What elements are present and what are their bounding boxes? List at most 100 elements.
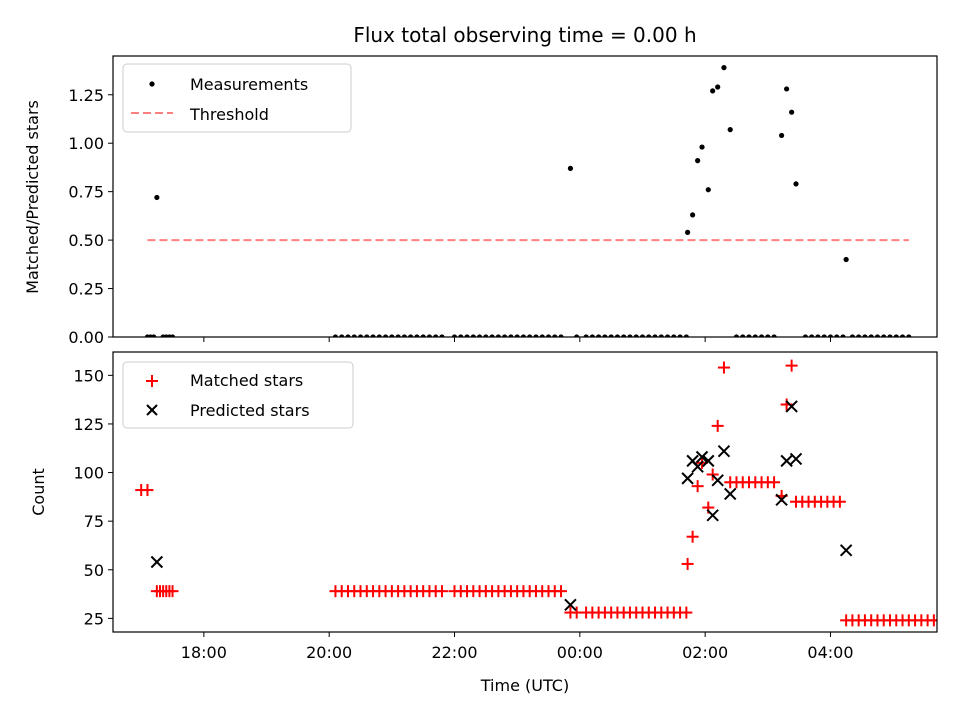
predicted-point-b bbox=[681, 472, 694, 485]
matched-point bbox=[927, 614, 937, 627]
measurement-point bbox=[621, 334, 627, 337]
measurement-point bbox=[154, 194, 160, 201]
measurement-point bbox=[752, 334, 758, 337]
bottom-y-tick-label: 125 bbox=[73, 415, 104, 434]
measurement-point bbox=[583, 334, 589, 337]
predicted-point-b bbox=[702, 454, 715, 468]
measurement-point bbox=[608, 334, 614, 337]
matched-point bbox=[555, 585, 568, 598]
legend-predicted-label: Predicted stars bbox=[190, 401, 310, 420]
measurement-point bbox=[520, 334, 527, 337]
predicted-point bbox=[706, 509, 719, 522]
measurement-point bbox=[545, 334, 552, 337]
measurement-point bbox=[683, 334, 689, 337]
measurement-point bbox=[514, 334, 520, 337]
measurement-point bbox=[389, 334, 395, 337]
measurement-point bbox=[893, 334, 899, 337]
top-y-tick-label: 0.75 bbox=[68, 183, 104, 202]
legend-measurements-marker bbox=[149, 81, 155, 87]
matched-point bbox=[934, 619, 937, 622]
measurement-point bbox=[727, 127, 733, 133]
predicted-point-b bbox=[706, 509, 719, 522]
measurement-point bbox=[332, 334, 339, 337]
measurement-point bbox=[843, 256, 849, 263]
measurement-point bbox=[899, 334, 906, 337]
measurement-point bbox=[458, 334, 464, 337]
legend-matched-marker bbox=[146, 375, 158, 387]
top-y-tick-label: 0.25 bbox=[68, 280, 104, 299]
measurement-point bbox=[433, 334, 439, 337]
measurement-point bbox=[690, 212, 696, 218]
measurement-point bbox=[685, 229, 691, 235]
x-tick-label: 00:00 bbox=[557, 643, 603, 662]
matched-point bbox=[833, 495, 846, 508]
measurement-point bbox=[856, 334, 862, 337]
x-tick-label: 04:00 bbox=[807, 643, 853, 662]
measurement-point bbox=[589, 334, 595, 337]
measurement-point bbox=[470, 334, 476, 337]
matched-point bbox=[686, 530, 699, 543]
measurement-point bbox=[345, 334, 351, 337]
predicted-point-b bbox=[789, 452, 803, 466]
measurement-point bbox=[567, 165, 574, 171]
predicted-point bbox=[775, 493, 788, 506]
measurement-point bbox=[821, 334, 827, 337]
measurement-point bbox=[639, 334, 646, 337]
top-axes-frame bbox=[112, 55, 938, 338]
measurement-point bbox=[671, 334, 677, 337]
measurement-point bbox=[602, 334, 608, 337]
predicted-point-b bbox=[780, 454, 793, 468]
measurement-point bbox=[151, 334, 157, 337]
measurement-point bbox=[862, 334, 868, 337]
measurement-point bbox=[699, 144, 705, 150]
x-tick-label: 20:00 bbox=[306, 643, 352, 662]
measurement-point bbox=[476, 334, 483, 337]
predicted-point-b bbox=[724, 487, 737, 501]
measurement-point bbox=[339, 334, 345, 337]
predicted-point-b bbox=[839, 544, 853, 557]
measurement-point bbox=[840, 334, 846, 337]
measurement-point bbox=[489, 334, 495, 337]
measurement-point bbox=[789, 109, 795, 115]
measurement-point bbox=[395, 334, 401, 337]
measurement-point bbox=[596, 334, 602, 337]
predicted-point-b bbox=[564, 598, 577, 611]
predicted-point bbox=[839, 544, 853, 557]
top-y-tick-label: 1.00 bbox=[68, 134, 104, 153]
measurement-point bbox=[765, 334, 771, 337]
measurement-point bbox=[849, 334, 856, 337]
matched-point bbox=[691, 480, 704, 493]
measurement-point bbox=[834, 334, 840, 337]
predicted-point bbox=[564, 598, 577, 611]
measurement-point bbox=[793, 181, 799, 187]
measurement-point bbox=[169, 334, 176, 337]
bottom-y-tick-label: 75 bbox=[84, 512, 104, 531]
measurement-point bbox=[868, 334, 874, 337]
predicted-point bbox=[702, 454, 715, 468]
bottom-y-tick-label: 25 bbox=[84, 609, 104, 628]
bottom-legend: Matched stars Predicted stars bbox=[122, 361, 354, 429]
measurement-point bbox=[887, 334, 893, 337]
measurement-point bbox=[357, 334, 364, 337]
x-tick-label: 02:00 bbox=[682, 643, 728, 662]
measurement-point bbox=[771, 334, 777, 337]
bottom-series-matched-stars bbox=[135, 359, 937, 627]
measurement-point bbox=[677, 334, 683, 337]
measurement-point bbox=[558, 334, 564, 337]
measurement-point bbox=[614, 334, 621, 337]
predicted-point-b bbox=[775, 493, 788, 506]
top-y-axis-label: Matched/Predicted stars bbox=[23, 100, 42, 294]
measurement-point bbox=[483, 334, 489, 337]
bottom-legend-box bbox=[122, 361, 354, 429]
measurement-point bbox=[778, 132, 785, 139]
measurement-point bbox=[646, 334, 652, 337]
measurement-point bbox=[574, 334, 580, 337]
bottom-y-tick-label: 50 bbox=[84, 561, 104, 580]
matched-point bbox=[141, 484, 154, 497]
top-y-tick-label: 1.25 bbox=[68, 86, 104, 105]
measurement-point bbox=[552, 334, 558, 337]
legend-threshold-label: Threshold bbox=[189, 105, 269, 124]
predicted-point bbox=[691, 460, 704, 473]
top-y-tick-label: 0.50 bbox=[68, 231, 104, 250]
bottom-axes-frame bbox=[112, 351, 938, 633]
